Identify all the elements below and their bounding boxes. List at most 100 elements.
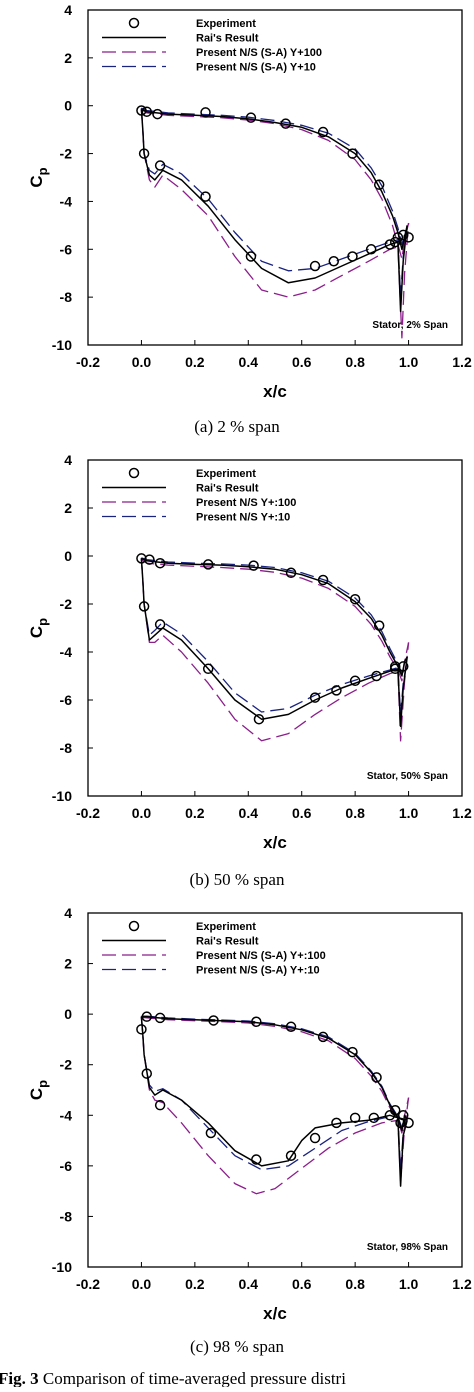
experiment-point [397, 229, 409, 241]
x-tick-label: 1.0 [399, 1276, 419, 1292]
series-0-lower-line [140, 1016, 408, 1187]
x-tick-label: 1.2 [452, 1276, 472, 1292]
panel-annotation: Stator, 98% Span [367, 1242, 448, 1253]
experiment-point [309, 692, 321, 703]
legend-experiment-marker [128, 467, 140, 479]
subfigure-caption-b: (b) 50 % span [190, 870, 285, 889]
experiment-point [373, 620, 385, 631]
experiment-point [245, 251, 257, 262]
experiment-point [349, 675, 361, 687]
legend-experiment-marker [128, 17, 140, 29]
y-tick-label: 4 [64, 452, 72, 468]
y-tick-label: -6 [60, 241, 73, 257]
series-2-upper-line [141, 107, 408, 246]
x-axis-label: x/c [263, 1304, 287, 1323]
legend-series-1-label: Present N/S (S-A) Y+:100 [196, 950, 326, 962]
experiment-point [347, 148, 358, 159]
experiment-point [309, 1132, 321, 1144]
experiment-point [245, 112, 257, 123]
experiment-point [202, 663, 214, 675]
experiment-point [251, 1016, 262, 1027]
legend-series-2-label: Present N/S Y+:10 [196, 512, 290, 524]
series-1-upper-line [141, 108, 410, 260]
experiment-point [368, 1112, 380, 1124]
experiment-point [384, 1110, 396, 1121]
y-tick-label: 2 [64, 956, 72, 972]
series-1-lower-line [140, 559, 410, 742]
y-tick-label: -4 [60, 644, 73, 660]
x-tick-label: 0.2 [185, 1276, 205, 1292]
x-tick-label: 0.6 [292, 805, 312, 821]
experiment-point [317, 126, 329, 138]
x-tick-label: 1.2 [452, 354, 472, 370]
experiment-point [154, 619, 166, 630]
experiment-point [200, 107, 211, 118]
y-tick-label: 0 [64, 98, 72, 114]
legend-experiment-label: Experiment [196, 921, 256, 933]
x-tick-label: 1.0 [399, 354, 419, 370]
chart-panel-c: 4 2 0 -2 -4 -6 -8 -10-0.2 0.0 0.2 0.4 0.6 0.8 1.0 1.2 x… [27, 905, 472, 1356]
x-tick-label: 0.4 [239, 354, 259, 370]
panel-annotation: Stator, 50% Span [367, 771, 448, 782]
y-axis-label: Cp [27, 1080, 50, 1100]
experiment-point [200, 191, 211, 202]
x-tick-label: 0.8 [345, 354, 365, 370]
series-0-upper-line [141, 557, 408, 677]
experiment-point [349, 1112, 361, 1124]
experiment-point [253, 713, 265, 725]
y-tick-label: -6 [60, 692, 73, 708]
series-2-lower-line [140, 557, 408, 716]
experiment-point [347, 251, 358, 262]
y-tick-label: 0 [64, 1006, 72, 1022]
x-axis-label: x/c [263, 382, 287, 401]
experiment-point [331, 1117, 342, 1129]
experiment-point [141, 106, 153, 117]
panel-annotation: Stator, 2% Span [372, 320, 448, 331]
experiment-point [154, 160, 166, 171]
figure-caption-text: Comparison of time-averaged pressure dis… [43, 1369, 346, 1387]
legend-experiment-marker [128, 920, 140, 932]
plot-frame [87, 912, 463, 1268]
experiment-point [331, 685, 342, 696]
x-tick-label: 0.6 [292, 1276, 312, 1292]
experiment-point [317, 1031, 329, 1043]
experiment-point [285, 1150, 297, 1161]
y-tick-label: -8 [60, 1208, 73, 1224]
x-tick-label: -0.2 [76, 1276, 100, 1292]
experiment-point [389, 236, 401, 248]
experiment-point [141, 1068, 153, 1079]
x-tick-label: -0.2 [76, 805, 100, 821]
experiment-point [248, 560, 259, 571]
legend-series-0-label: Rai's Result [196, 33, 259, 45]
y-tick-label: -4 [60, 1107, 73, 1123]
x-tick-label: 0.0 [132, 805, 152, 821]
legend-series-0-label: Rai's Result [196, 936, 259, 948]
experiment-point [347, 1046, 358, 1058]
chart-panel-b: 4 2 0 -2 -4 -6 -8 -10-0.2 0.0 0.2 0.4 0.6 0.8 1.0 1.2 x… [27, 452, 472, 889]
y-axis-label-main: C [27, 626, 46, 638]
experiment-point [403, 1117, 414, 1129]
y-axis-label-main: C [27, 175, 46, 187]
x-tick-label: 0.4 [239, 1276, 259, 1292]
legend-series-2-label: Present N/S (S-A) Y+:10 [196, 965, 320, 977]
x-tick-label: 1.0 [399, 805, 419, 821]
series-0-lower-line [140, 109, 408, 313]
y-axis-label: Cp [27, 167, 50, 187]
series-1-upper-line [141, 1016, 410, 1134]
experiment-point [154, 1012, 166, 1024]
experiment-point [136, 1024, 147, 1035]
x-tick-label: 0.8 [345, 1276, 365, 1292]
series-0-lower-line [140, 558, 408, 728]
experiment-point [141, 1011, 153, 1022]
y-tick-label: -6 [60, 1158, 73, 1174]
x-tick-label: 0.4 [239, 805, 259, 821]
experiment-point [365, 244, 377, 255]
series-2-lower-line [140, 1016, 408, 1172]
y-tick-label: 0 [64, 548, 72, 564]
y-tick-label: -8 [60, 289, 73, 305]
figure-caption: Fig. 3 Comparison of time-averaged press… [0, 1369, 346, 1387]
experiment-point [136, 553, 147, 564]
experiment-point [144, 554, 155, 565]
legend-series-1-label: Present N/S Y+:100 [196, 497, 296, 509]
experiment-point [389, 663, 401, 675]
